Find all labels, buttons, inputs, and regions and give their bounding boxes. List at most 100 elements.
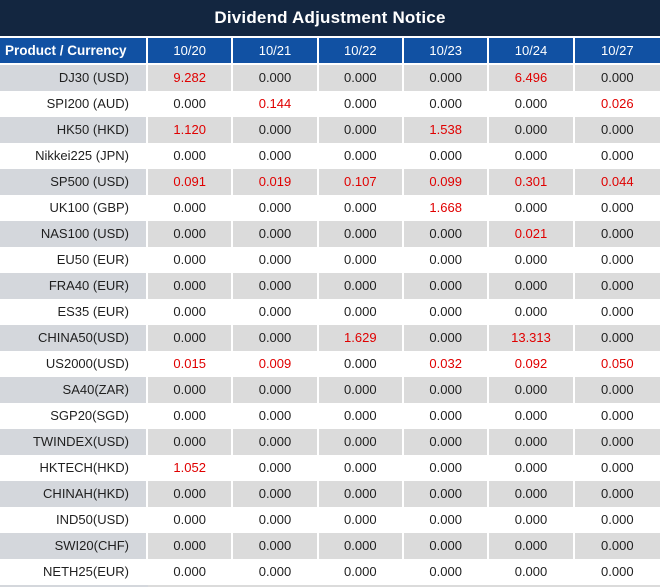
- value-cell: 0.000: [574, 143, 660, 169]
- table-row: ES35 (EUR) 0.000 0.000 0.000 0.000 0.000 0.000: [0, 299, 660, 325]
- value-cell: 0.000: [404, 507, 490, 533]
- product-cell: SWI20(CHF): [0, 533, 148, 559]
- table-row: SA40(ZAR) 0.000 0.000 0.000 0.000 0.000 0.000: [0, 377, 660, 403]
- value-cell: 0.032: [404, 351, 490, 377]
- value-cell: 0.000: [148, 195, 234, 221]
- value-cell: 0.000: [148, 299, 234, 325]
- value-cell: 0.000: [233, 273, 319, 299]
- value-cell: 9.282: [148, 65, 234, 91]
- product-cell: EU50 (EUR): [0, 247, 148, 273]
- value-cell: 0.000: [404, 403, 490, 429]
- value-cell: 0.092: [489, 351, 575, 377]
- table-row: UK100 (GBP) 0.000 0.000 0.000 1.668 0.000 0.00…: [0, 195, 660, 221]
- value-cell: 0.000: [318, 481, 404, 507]
- value-cell: 0.000: [574, 481, 660, 507]
- value-cell: 0.000: [489, 377, 575, 403]
- value-cell: 0.000: [574, 247, 660, 273]
- value-cell: 0.000: [318, 455, 404, 481]
- value-cell: 0.000: [233, 221, 319, 247]
- table-row: NAS100 (USD) 0.000 0.000 0.000 0.000 0.021 0.0…: [0, 221, 660, 247]
- value-cell: 0.000: [404, 533, 490, 559]
- value-cell: 0.000: [318, 351, 404, 377]
- value-cell: 0.000: [318, 559, 404, 585]
- value-cell: 0.000: [318, 65, 404, 91]
- value-cell: 0.000: [233, 117, 319, 143]
- value-cell: 0.000: [233, 195, 319, 221]
- value-cell: 0.000: [148, 533, 234, 559]
- table-body: DJ30 (USD) 9.282 0.000 0.000 0.000 6.496 0.000…: [0, 65, 660, 585]
- value-cell: 0.000: [404, 455, 490, 481]
- value-cell: 0.000: [318, 143, 404, 169]
- value-cell: 0.050: [574, 351, 660, 377]
- value-cell: 0.000: [148, 221, 234, 247]
- value-cell: 0.000: [404, 559, 490, 585]
- value-cell: 1.052: [148, 455, 234, 481]
- product-cell: UK100 (GBP): [0, 195, 148, 221]
- value-cell: 0.000: [489, 533, 575, 559]
- value-cell: 0.000: [233, 507, 319, 533]
- value-cell: 0.000: [148, 143, 234, 169]
- table-row: TWINDEX(USD) 0.000 0.000 0.000 0.000 0.000 0.0…: [0, 429, 660, 455]
- value-cell: 0.000: [574, 195, 660, 221]
- product-cell: SGP20(SGD): [0, 403, 148, 429]
- value-cell: 1.538: [404, 117, 490, 143]
- value-cell: 0.000: [404, 299, 490, 325]
- value-cell: 0.009: [233, 351, 319, 377]
- value-cell: 0.000: [148, 481, 234, 507]
- table-row: Nikkei225 (JPN) 0.000 0.000 0.000 0.000 0.000…: [0, 143, 660, 169]
- value-cell: 0.000: [489, 143, 575, 169]
- value-cell: 0.000: [148, 325, 234, 351]
- value-cell: 0.000: [489, 455, 575, 481]
- value-cell: 0.091: [148, 169, 234, 195]
- value-cell: 0.000: [318, 273, 404, 299]
- value-cell: 0.000: [148, 429, 234, 455]
- date-header-cell: 10/20: [148, 38, 234, 63]
- value-cell: 0.000: [574, 325, 660, 351]
- value-cell: 0.000: [148, 91, 234, 117]
- value-cell: 0.000: [318, 91, 404, 117]
- date-header-cell: 10/24: [489, 38, 575, 63]
- value-cell: 0.000: [574, 533, 660, 559]
- value-cell: 0.301: [489, 169, 575, 195]
- value-cell: 0.000: [318, 195, 404, 221]
- value-cell: 0.000: [574, 65, 660, 91]
- value-cell: 0.000: [233, 143, 319, 169]
- product-cell: IND50(USD): [0, 507, 148, 533]
- value-cell: 0.000: [318, 429, 404, 455]
- value-cell: 0.000: [404, 65, 490, 91]
- value-cell: 0.044: [574, 169, 660, 195]
- value-cell: 0.000: [404, 481, 490, 507]
- product-cell: CHINAH(HKD): [0, 481, 148, 507]
- value-cell: 0.021: [489, 221, 575, 247]
- product-cell: NAS100 (USD): [0, 221, 148, 247]
- value-cell: 0.000: [574, 273, 660, 299]
- value-cell: 0.000: [574, 429, 660, 455]
- value-cell: 0.000: [233, 481, 319, 507]
- value-cell: 0.000: [233, 65, 319, 91]
- value-cell: 0.000: [404, 429, 490, 455]
- date-header-cell: 10/22: [319, 38, 404, 63]
- value-cell: 0.000: [574, 403, 660, 429]
- value-cell: 0.000: [489, 91, 575, 117]
- value-cell: 0.107: [318, 169, 404, 195]
- value-cell: 0.000: [404, 273, 490, 299]
- table-row: HKTECH(HKD) 1.052 0.000 0.000 0.000 0.000 0.00…: [0, 455, 660, 481]
- value-cell: 0.000: [318, 247, 404, 273]
- product-cell: ES35 (EUR): [0, 299, 148, 325]
- value-cell: 0.000: [574, 299, 660, 325]
- value-cell: 1.629: [318, 325, 404, 351]
- value-cell: 0.000: [233, 299, 319, 325]
- table-row: SP500 (USD) 0.091 0.019 0.107 0.099 0.301 0.04…: [0, 169, 660, 195]
- value-cell: 0.000: [489, 273, 575, 299]
- product-cell: DJ30 (USD): [0, 65, 148, 91]
- value-cell: 0.019: [233, 169, 319, 195]
- value-cell: 0.000: [404, 325, 490, 351]
- value-cell: 0.000: [233, 533, 319, 559]
- value-cell: 0.000: [233, 403, 319, 429]
- value-cell: 0.000: [574, 377, 660, 403]
- table-row: CHINA50(USD) 0.000 0.000 1.629 0.000 13.313 0.…: [0, 325, 660, 351]
- value-cell: 13.313: [489, 325, 575, 351]
- product-cell: SP500 (USD): [0, 169, 148, 195]
- value-cell: 0.000: [574, 221, 660, 247]
